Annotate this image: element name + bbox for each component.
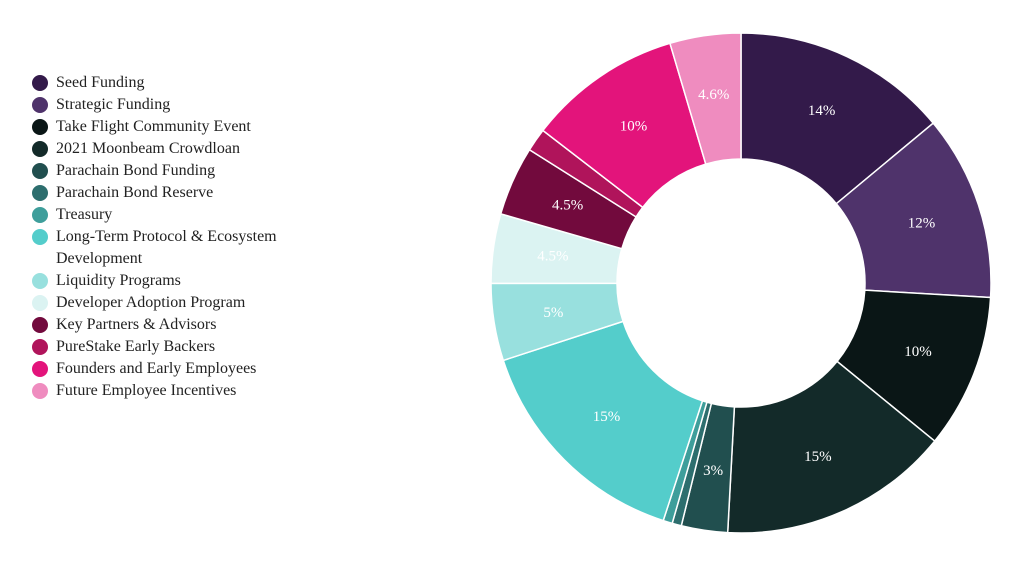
legend-swatch bbox=[32, 339, 48, 355]
legend-swatch bbox=[32, 229, 48, 245]
legend-label: Treasury bbox=[56, 206, 113, 223]
donut-slices bbox=[490, 32, 992, 534]
slice-label-2021-moonbeam-crowdloan: 15% bbox=[804, 449, 832, 465]
slice-label-key-partners-and-advisors: 4.5% bbox=[552, 197, 583, 213]
legend-swatch bbox=[32, 273, 48, 289]
legend-swatch bbox=[32, 317, 48, 333]
legend-swatch bbox=[32, 383, 48, 399]
slice-label-liquidity-programs: 5% bbox=[543, 305, 563, 321]
legend-swatch bbox=[32, 75, 48, 91]
slice-labels: 14% 12% 10% 15% 3% 15% 5% 4.5% 4.5% 10% 4.6% bbox=[537, 87, 935, 479]
legend-item-parachain-bond-reserve[interactable]: Parachain Bond Reserve bbox=[32, 182, 332, 204]
slice-label-founders-and-early-employees: 10% bbox=[620, 118, 648, 134]
legend-item-developer-adoption-program[interactable]: Developer Adoption Program bbox=[32, 292, 332, 314]
legend-swatch bbox=[32, 119, 48, 135]
legend-swatch bbox=[32, 141, 48, 157]
legend-swatch bbox=[32, 97, 48, 113]
legend-swatch bbox=[32, 361, 48, 377]
slice-label-long-term-protocol-and-ecosystem-development: 15% bbox=[593, 409, 621, 425]
legend-label: Long-Term Protocol & Ecosystem Developme… bbox=[56, 228, 277, 267]
legend-label: PureStake Early Backers bbox=[56, 338, 216, 355]
legend-item-liquidity-programs[interactable]: Liquidity Programs bbox=[32, 270, 332, 292]
legend-label: Key Partners & Advisors bbox=[56, 316, 217, 333]
legend-item-long-term-protocol-and-ecosystem-development[interactable]: Long-Term Protocol & Ecosystem Developme… bbox=[32, 226, 332, 270]
slice-long-term-protocol-and-ecosystem-development[interactable] bbox=[502, 320, 704, 522]
slice-label-developer-adoption-program: 4.5% bbox=[537, 249, 568, 265]
legend-label: Seed Funding bbox=[56, 74, 145, 91]
slice-label-take-flight-community-event: 10% bbox=[904, 344, 932, 360]
legend-label: Parachain Bond Reserve bbox=[56, 184, 214, 201]
legend-item-2021-moonbeam-crowdloan[interactable]: 2021 Moonbeam Crowdloan bbox=[32, 138, 332, 160]
legend: Seed Funding Strategic Funding Take Flight… bbox=[32, 72, 332, 402]
legend-label: Future Employee Incentives bbox=[56, 382, 237, 399]
legend-swatch bbox=[32, 295, 48, 311]
legend-item-purestake-early-backers[interactable]: PureStake Early Backers bbox=[32, 336, 332, 358]
legend-label: Liquidity Programs bbox=[56, 272, 181, 289]
legend-label: Developer Adoption Program bbox=[56, 294, 246, 311]
slice-future-employee-incentives[interactable] bbox=[669, 32, 742, 166]
legend-swatch bbox=[32, 207, 48, 223]
slice-seed-funding[interactable] bbox=[740, 32, 935, 205]
legend-item-key-partners-and-advisors[interactable]: Key Partners & Advisors bbox=[32, 314, 332, 336]
legend-label: Strategic Funding bbox=[56, 96, 171, 113]
legend-item-parachain-bond-funding[interactable]: Parachain Bond Funding bbox=[32, 160, 332, 182]
slice-label-seed-funding: 14% bbox=[808, 103, 836, 119]
legend-item-future-employee-incentives[interactable]: Future Employee Incentives bbox=[32, 380, 332, 402]
legend-label: 2021 Moonbeam Crowdloan bbox=[56, 140, 240, 157]
legend-item-strategic-funding[interactable]: Strategic Funding bbox=[32, 94, 332, 116]
legend-item-take-flight-community-event[interactable]: Take Flight Community Event bbox=[32, 116, 332, 138]
legend-label: Parachain Bond Funding bbox=[56, 162, 216, 179]
legend-swatch bbox=[32, 185, 48, 201]
legend-item-treasury[interactable]: Treasury bbox=[32, 204, 332, 226]
slice-label-parachain-bond-funding: 3% bbox=[703, 463, 723, 479]
slice-label-future-employee-incentives: 4.6% bbox=[698, 87, 729, 103]
legend-label: Take Flight Community Event bbox=[56, 118, 251, 135]
legend-swatch bbox=[32, 163, 48, 179]
legend-item-seed-funding[interactable]: Seed Funding bbox=[32, 72, 332, 94]
slice-2021-moonbeam-crowdloan[interactable] bbox=[726, 360, 936, 534]
legend-item-founders-and-early-employees[interactable]: Founders and Early Employees bbox=[32, 358, 332, 380]
slice-label-strategic-funding: 12% bbox=[908, 216, 936, 232]
legend-label: Founders and Early Employees bbox=[56, 360, 257, 377]
